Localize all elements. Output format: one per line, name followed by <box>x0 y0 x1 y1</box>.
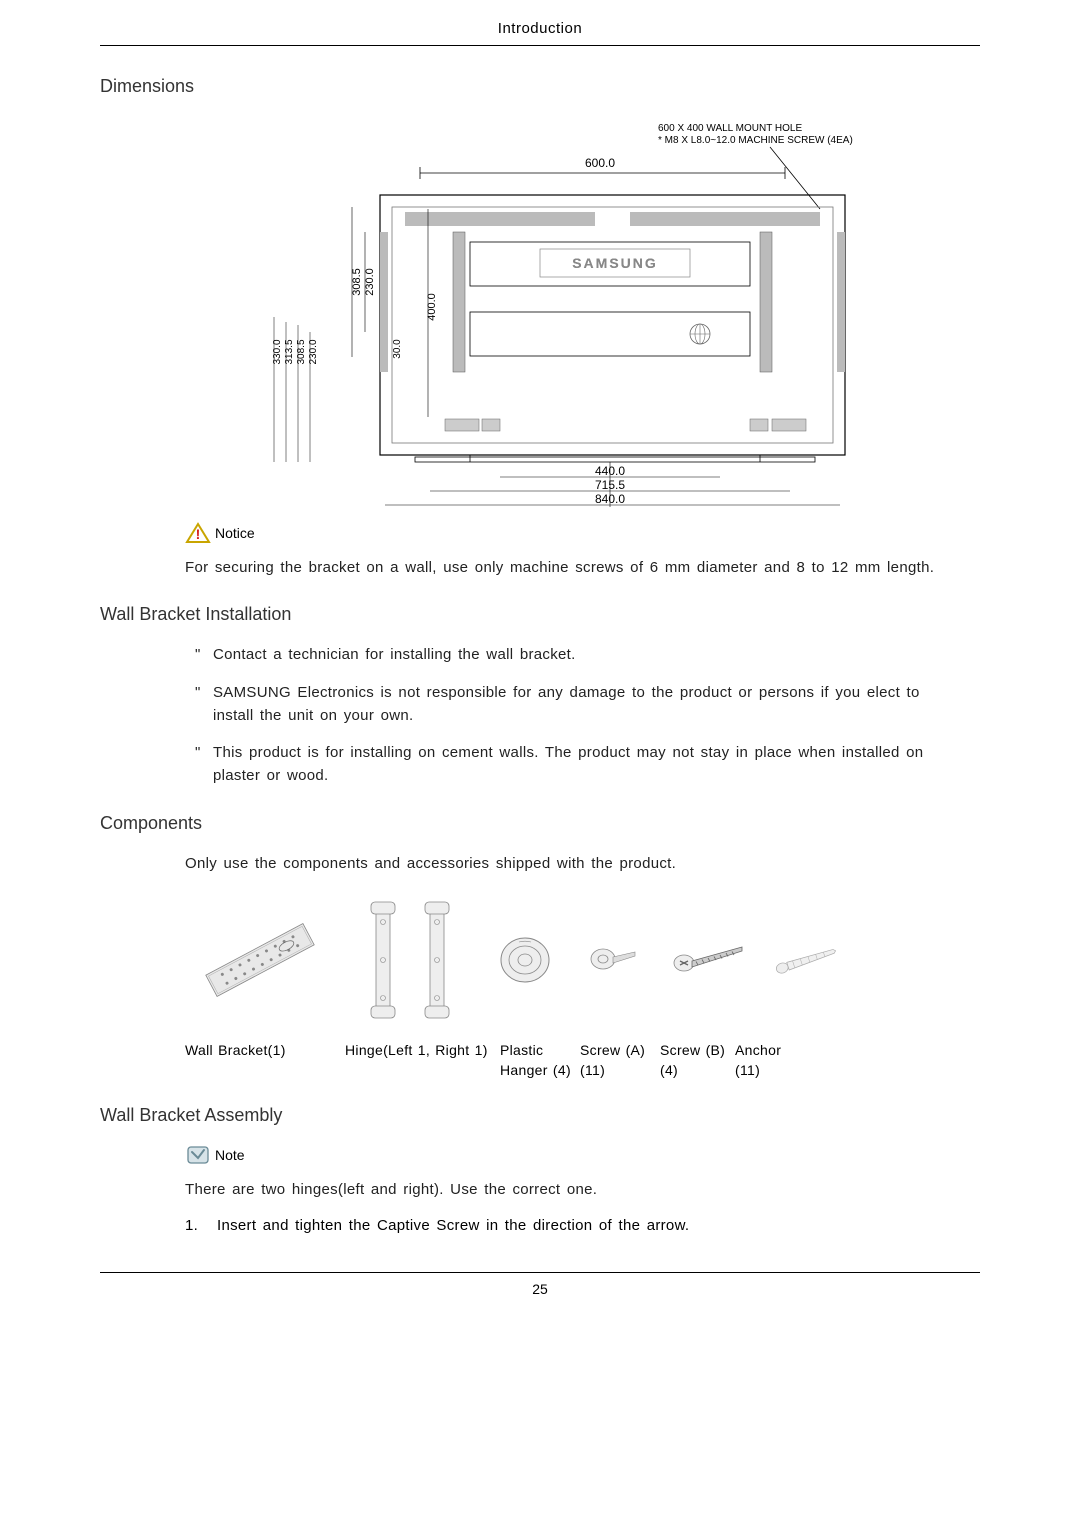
label-wall-bracket: Wall Bracket(1) <box>185 1040 345 1081</box>
comp-wall-bracket <box>185 900 335 1020</box>
label-screw-a: Screw (A)(11) <box>580 1040 660 1081</box>
comp-plastic-hanger <box>485 900 565 1020</box>
svg-text:!: ! <box>196 526 201 542</box>
callout-line1: 600 X 400 WALL MOUNT HOLE <box>658 123 802 134</box>
comp-anchor <box>765 900 850 1020</box>
callout-line2: * M8 X L8.0~12.0 MACHINE SCREW (4EA) <box>658 135 853 146</box>
notice-row: ! Notice <box>185 522 980 544</box>
svg-text:600.0: 600.0 <box>585 156 615 170</box>
notice-label: Notice <box>215 525 255 541</box>
notice-text: For securing the bracket on a wall, use … <box>185 556 950 579</box>
svg-text:230.0: 230.0 <box>364 268 376 296</box>
components-intro: Only use the components and accessories … <box>185 852 950 875</box>
comp-hinges <box>345 900 475 1020</box>
note-text: There are two hinges(left and right). Us… <box>185 1178 950 1201</box>
install-bullets: Contact a technician for installing the … <box>195 643 950 787</box>
components-labels-row: Wall Bracket(1) Hinge(Left 1, Right 1) P… <box>185 1040 940 1081</box>
step-text: Insert and tighten the Captive Screw in … <box>217 1214 689 1237</box>
label-anchor: Anchor (11) <box>735 1040 810 1081</box>
page-number: 25 <box>532 1281 548 1297</box>
heading-components: Components <box>100 813 980 834</box>
label-hinge: Hinge(Left 1, Right 1) <box>345 1040 500 1081</box>
label-screw-b: Screw (B)(4) <box>660 1040 735 1081</box>
heading-wall-bracket-install: Wall Bracket Installation <box>100 604 980 625</box>
install-bullet: This product is for installing on cement… <box>195 741 950 788</box>
assembly-step: 1. Insert and tighten the Captive Screw … <box>185 1214 980 1237</box>
warning-icon: ! <box>185 522 211 544</box>
label-plastic-hanger: Plastic Hanger (4) <box>500 1040 580 1081</box>
comp-screw-b <box>665 900 755 1020</box>
svg-text:30.0: 30.0 <box>392 339 403 359</box>
install-bullet: Contact a technician for installing the … <box>195 643 950 666</box>
components-grid <box>185 900 940 1020</box>
install-bullet: SAMSUNG Electronics is not responsible f… <box>195 681 950 728</box>
svg-text:330.0: 330.0 <box>272 339 283 364</box>
section-header: Introduction <box>100 20 980 46</box>
comp-screw-a <box>575 900 655 1020</box>
note-icon <box>185 1144 211 1166</box>
svg-text:308.5: 308.5 <box>351 268 363 296</box>
note-label: Note <box>215 1147 245 1163</box>
svg-text:230.0: 230.0 <box>308 339 319 364</box>
page-footer: 25 <box>100 1272 980 1297</box>
svg-text:313.5: 313.5 <box>284 339 295 364</box>
dimensions-diagram: 600 X 400 WALL MOUNT HOLE * M8 X L8.0~12… <box>210 117 870 507</box>
svg-text:SAMSUNG: SAMSUNG <box>572 255 658 271</box>
heading-dimensions: Dimensions <box>100 76 980 97</box>
note-row: Note <box>185 1144 980 1166</box>
svg-text:308.5: 308.5 <box>296 339 307 364</box>
heading-assembly: Wall Bracket Assembly <box>100 1105 980 1126</box>
step-number: 1. <box>185 1214 203 1237</box>
assembly-steps: 1. Insert and tighten the Captive Screw … <box>185 1214 980 1237</box>
